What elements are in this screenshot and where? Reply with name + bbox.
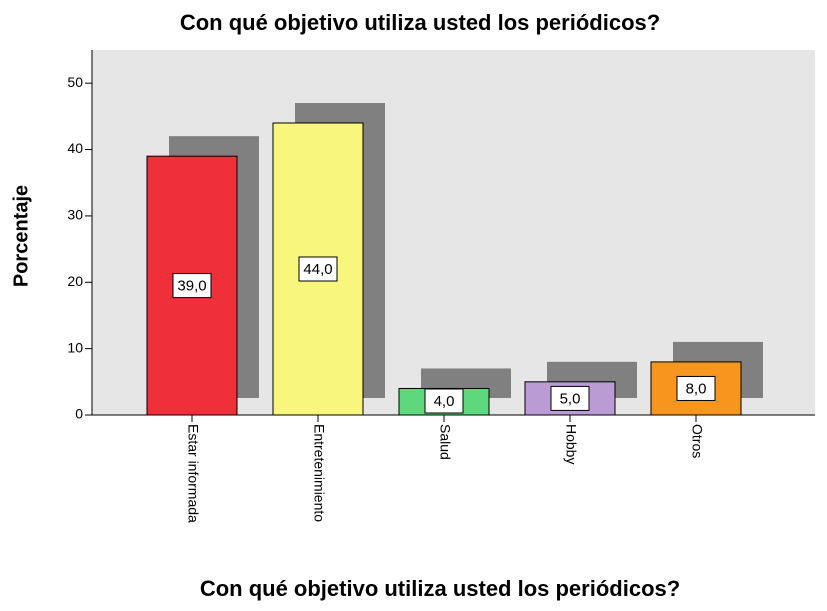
value-label: 39,0 bbox=[177, 278, 206, 295]
x-tick-label: Entretenimiento bbox=[311, 424, 327, 522]
value-label: 5,0 bbox=[560, 390, 581, 407]
value-label-box bbox=[298, 256, 338, 282]
value-label-box bbox=[550, 385, 590, 411]
y-axis-title: Porcentaje bbox=[10, 185, 32, 287]
x-tick-label: Otros bbox=[689, 424, 705, 458]
value-label: 44,0 bbox=[303, 261, 332, 278]
y-tick-label: 30 bbox=[67, 207, 83, 223]
y-tick-label: 10 bbox=[67, 339, 83, 355]
chart-title: Con qué objetivo utiliza usted los perió… bbox=[180, 10, 660, 35]
y-tick-label: 0 bbox=[75, 406, 83, 422]
value-label: 8,0 bbox=[686, 380, 707, 397]
value-label-box bbox=[172, 273, 212, 299]
y-tick-label: 50 bbox=[67, 74, 83, 90]
x-tick-label: Estar informada bbox=[185, 424, 201, 523]
y-tick-label: 40 bbox=[67, 140, 83, 156]
value-label-box bbox=[676, 375, 716, 401]
value-label-box bbox=[424, 388, 464, 414]
x-axis-title: Con qué objetivo utiliza usted los perió… bbox=[200, 576, 680, 601]
x-tick-label: Hobby bbox=[563, 424, 579, 464]
value-label: 4,0 bbox=[434, 393, 455, 410]
x-tick-label: Salud bbox=[437, 424, 453, 460]
y-tick-label: 20 bbox=[67, 273, 83, 289]
